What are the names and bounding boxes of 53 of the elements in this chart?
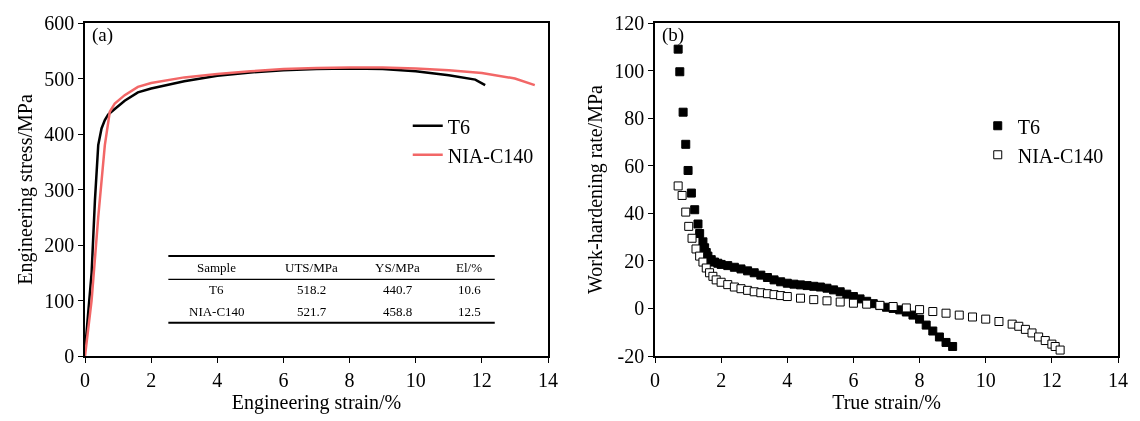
y-tick-label: -20 bbox=[617, 345, 645, 367]
y-tick-label: 200 bbox=[44, 234, 75, 256]
annotation: 518.2 bbox=[297, 282, 327, 297]
x-axis-title: True strain/% bbox=[832, 390, 941, 413]
x-tick-label: 2 bbox=[146, 368, 157, 391]
y-tick-label: 300 bbox=[44, 178, 75, 201]
annotation: 440.7 bbox=[383, 282, 413, 297]
legend-label: T6 bbox=[1017, 115, 1040, 138]
y-tick-label: 400 bbox=[44, 123, 75, 145]
x-tick-label: 0 bbox=[80, 368, 90, 391]
annotation: UTS/MPa bbox=[285, 260, 338, 275]
x-tick-label: 10 bbox=[975, 368, 996, 391]
y-tick-label: 100 bbox=[44, 289, 75, 312]
y-tick-label: 500 bbox=[44, 67, 75, 90]
y-axis-title: Work-hardening rate/MPa bbox=[584, 84, 608, 294]
annotation: 10.6 bbox=[458, 282, 482, 297]
x-tick-label: 12 bbox=[1041, 368, 1062, 391]
x-tick-label: 6 bbox=[848, 368, 859, 391]
y-tick-label: 0 bbox=[634, 297, 645, 320]
annotation: Sample bbox=[197, 260, 237, 275]
annotation: 521.7 bbox=[297, 304, 327, 319]
x-tick-label: 8 bbox=[344, 368, 355, 391]
y-tick-label: 120 bbox=[614, 12, 645, 34]
x-tick-label: 14 bbox=[538, 368, 558, 391]
x-tick-label: 8 bbox=[914, 368, 925, 391]
chart-title: (b) bbox=[661, 24, 685, 47]
x-tick-label: 14 bbox=[1108, 368, 1128, 391]
legend-label: T6 bbox=[447, 115, 470, 138]
y-axis-title: Engineering stress/MPa bbox=[14, 94, 38, 285]
x-tick-label: 4 bbox=[212, 368, 223, 391]
annotation: YS/MPa bbox=[375, 260, 421, 275]
legend-label: NIA-C140 bbox=[1017, 144, 1104, 167]
x-tick-label: 10 bbox=[405, 368, 426, 391]
y-tick-label: 600 bbox=[44, 12, 75, 34]
y-tick-label: 0 bbox=[64, 345, 75, 367]
annotation: 12.5 bbox=[458, 304, 481, 319]
chart-title: (a) bbox=[91, 24, 114, 47]
annotation: 458.8 bbox=[383, 304, 413, 319]
annotation: El/% bbox=[456, 260, 483, 275]
y-tick-label: 20 bbox=[624, 249, 645, 272]
x-axis-title: Engineering strain/% bbox=[231, 390, 402, 414]
x-tick-label: 0 bbox=[650, 368, 660, 391]
annotation: T6 bbox=[209, 282, 224, 297]
x-tick-label: 2 bbox=[716, 368, 727, 391]
x-tick-label: 12 bbox=[471, 368, 492, 391]
legend-label: NIA-C140 bbox=[447, 144, 534, 167]
y-tick-label: 100 bbox=[614, 59, 645, 82]
y-tick-label: 80 bbox=[624, 107, 645, 130]
x-tick-label: 6 bbox=[278, 368, 289, 391]
annotation: NIA-C140 bbox=[189, 304, 245, 319]
y-tick-label: 60 bbox=[624, 154, 645, 177]
x-tick-label: 4 bbox=[782, 368, 793, 391]
y-tick-label: 40 bbox=[624, 202, 645, 225]
